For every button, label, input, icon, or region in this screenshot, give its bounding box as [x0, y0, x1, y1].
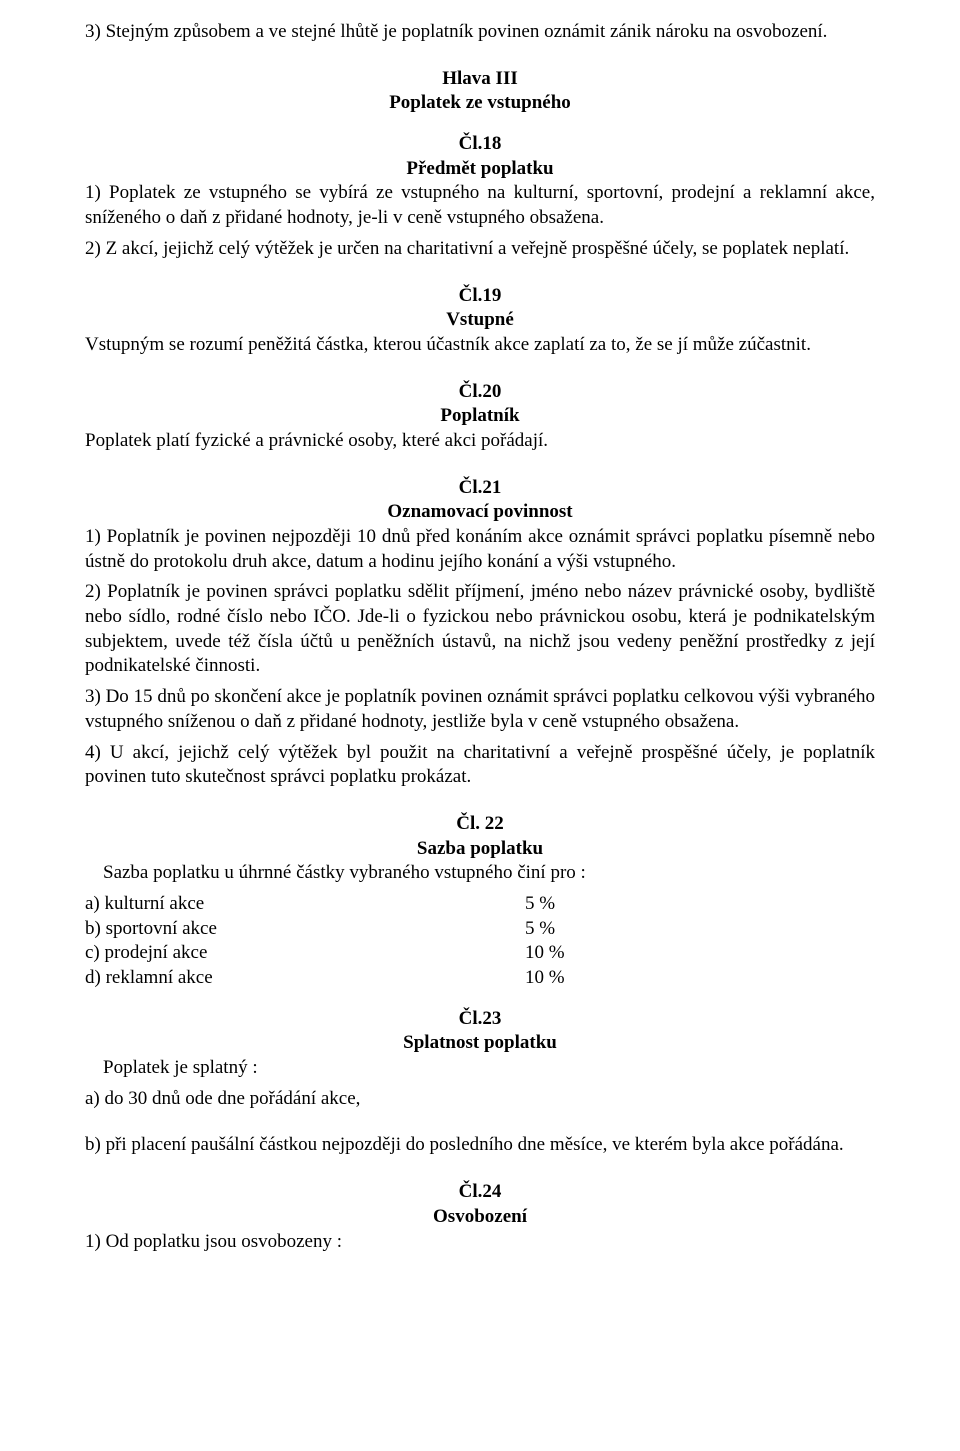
cl20-number: Čl.20: [85, 380, 875, 405]
cl22-row-b-value: 5 %: [525, 917, 645, 942]
cl23-number: Čl.23: [85, 1007, 875, 1032]
cl24-p1: 1) Od poplatku jsou osvobozeny :: [85, 1230, 875, 1255]
hlava-iii-subtitle: Poplatek ze vstupného: [85, 91, 875, 116]
cl22-row-c: c) prodejní akce 10 %: [85, 941, 875, 966]
cl18-number: Čl.18: [85, 132, 875, 157]
cl22-row-a-value: 5 %: [525, 892, 645, 917]
cl23-title: Splatnost poplatku: [85, 1031, 875, 1056]
cl23-b: b) při placení paušální částkou nejpozdě…: [85, 1133, 875, 1158]
cl18-title: Předmět poplatku: [85, 157, 875, 182]
cl21-number: Čl.21: [85, 476, 875, 501]
cl22-row-b-label: b) sportovní akce: [85, 917, 525, 942]
cl22-number: Čl. 22: [85, 812, 875, 837]
cl21-p4: 4) U akcí, jejichž celý výtěžek byl použ…: [85, 741, 875, 790]
cl22-row-c-label: c) prodejní akce: [85, 941, 525, 966]
cl18-p1: 1) Poplatek ze vstupného se vybírá ze vs…: [85, 181, 875, 230]
cl20-p: Poplatek platí fyzické a právnické osoby…: [85, 429, 875, 454]
cl21-p2: 2) Poplatník je povinen správci poplatku…: [85, 580, 875, 679]
cl21-title: Oznamovací povinnost: [85, 500, 875, 525]
cl22-row-d: d) reklamní akce 10 %: [85, 966, 875, 991]
cl18-p2: 2) Z akcí, jejichž celý výtěžek je určen…: [85, 237, 875, 262]
cl22-row-a-label: a) kulturní akce: [85, 892, 525, 917]
cl23-a: a) do 30 dnů ode dne pořádání akce,: [85, 1087, 875, 1112]
cl21-p1: 1) Poplatník je povinen nejpozději 10 dn…: [85, 525, 875, 574]
cl22-row-d-label: d) reklamní akce: [85, 966, 525, 991]
cl22-row-a: a) kulturní akce 5 %: [85, 892, 875, 917]
cl22-title: Sazba poplatku: [85, 837, 875, 862]
cl22-row-c-value: 10 %: [525, 941, 645, 966]
cl24-title: Osvobození: [85, 1205, 875, 1230]
cl21-p3: 3) Do 15 dnů po skončení akce je poplatn…: [85, 685, 875, 734]
cl19-title: Vstupné: [85, 308, 875, 333]
cl24-number: Čl.24: [85, 1180, 875, 1205]
cl20-title: Poplatník: [85, 404, 875, 429]
cl23-intro: Poplatek je splatný :: [85, 1056, 875, 1081]
cl19-p: Vstupným se rozumí peněžitá částka, kter…: [85, 333, 875, 358]
hlava-iii-title: Hlava III: [85, 67, 875, 92]
cl19-number: Čl.19: [85, 284, 875, 309]
cl22-row-d-value: 10 %: [525, 966, 645, 991]
cl22-intro: Sazba poplatku u úhrnné částky vybraného…: [85, 861, 875, 886]
cl22-row-b: b) sportovní akce 5 %: [85, 917, 875, 942]
top-paragraph-3: 3) Stejným způsobem a ve stejné lhůtě je…: [85, 20, 875, 45]
